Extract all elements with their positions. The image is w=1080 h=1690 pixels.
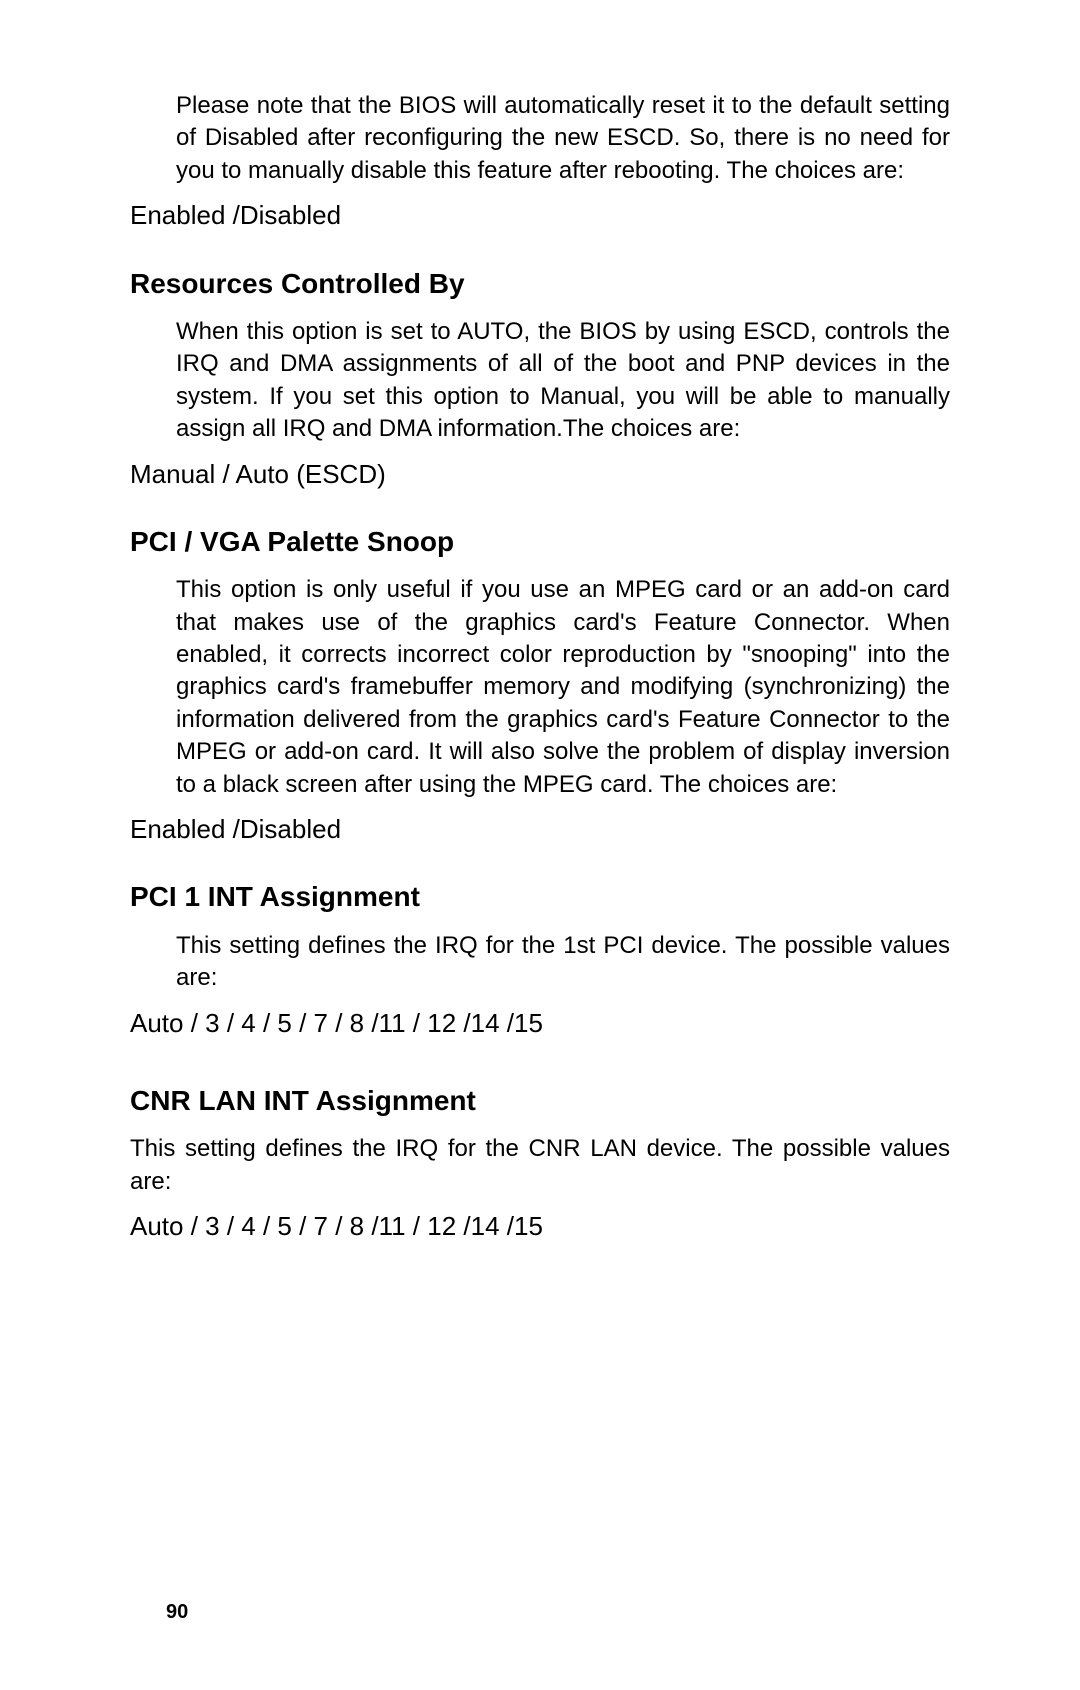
page-number: 90 [166,1601,188,1624]
sections-container: Resources Controlled By When this option … [130,266,950,1245]
section-options: Manual / Auto (ESCD) [130,456,950,492]
section-paragraph: This option is only useful if you use an… [176,574,950,801]
section-heading: Resources Controlled By [130,266,950,302]
section-options: Enabled /Disabled [130,811,950,847]
section-heading: PCI 1 INT Assignment [130,879,950,915]
intro-options: Enabled /Disabled [130,197,950,233]
section-options: Auto / 3 / 4 / 5 / 7 / 8 /11 / 12 /14 /1… [130,1005,950,1041]
section-options: Auto / 3 / 4 / 5 / 7 / 8 /11 / 12 /14 /1… [130,1208,950,1244]
section-paragraph: This setting defines the IRQ for the CNR… [130,1133,950,1198]
section-heading: CNR LAN INT Assignment [130,1083,950,1119]
section-heading: PCI / VGA Palette Snoop [130,524,950,560]
section-paragraph: This setting defines the IRQ for the 1st… [176,930,950,995]
section-paragraph: When this option is set to AUTO, the BIO… [176,316,950,446]
intro-paragraph: Please note that the BIOS will automatic… [176,90,950,187]
